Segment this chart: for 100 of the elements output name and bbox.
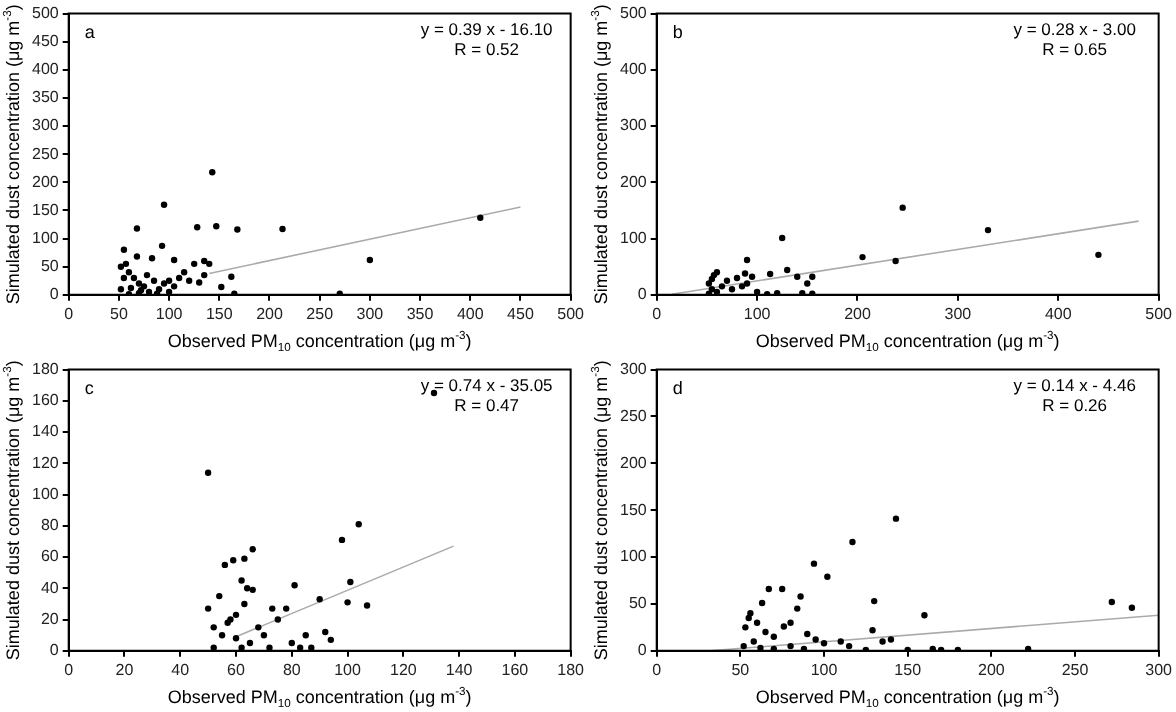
annotation: y = 0.28 x - 3.00 [1013, 18, 1137, 39]
point [291, 581, 298, 589]
y-tick-label: 80 [40, 516, 60, 535]
point [133, 225, 141, 232]
annotation: y = 0.74 x - 35.05 [420, 374, 554, 395]
point [366, 256, 374, 264]
x-tick-label: 450 [507, 304, 535, 323]
x-tick-label: 100 [334, 660, 362, 679]
y-tick-label: 250 [619, 406, 648, 425]
x-tick-label: 250 [306, 304, 335, 323]
y-tick-label: 200 [31, 172, 60, 191]
y-tick-label: 140 [31, 422, 60, 441]
point [209, 169, 216, 176]
y-tick-label: 50 [40, 257, 60, 276]
point [743, 256, 751, 264]
x-tick-label: 160 [501, 660, 530, 679]
point [879, 638, 886, 645]
x-tick-label: 200 [977, 660, 1006, 679]
point [249, 546, 256, 553]
point [753, 288, 761, 295]
point [718, 283, 726, 290]
point [158, 242, 166, 250]
point [869, 626, 876, 634]
point [150, 277, 158, 284]
annotation: R = 0.47 [454, 394, 520, 415]
point [249, 586, 256, 594]
point [929, 645, 936, 651]
y-tick-label: 150 [619, 500, 648, 519]
point [804, 280, 811, 287]
point [355, 521, 362, 528]
y-tick-label: 500 [31, 4, 60, 23]
point [243, 585, 251, 592]
point [723, 277, 731, 284]
point [206, 260, 213, 268]
x-tick-label: 140 [445, 660, 474, 679]
point [216, 592, 223, 600]
point [165, 277, 173, 284]
y-tick-label: 120 [31, 453, 60, 472]
point [780, 623, 788, 630]
x-tick-label: 400 [1044, 304, 1073, 323]
y-tick-label: 300 [619, 360, 648, 379]
point [770, 633, 778, 640]
point [770, 645, 778, 651]
y-tick-label: 250 [31, 144, 60, 163]
point [363, 602, 371, 609]
x-tick-label: 150 [205, 304, 234, 323]
point [728, 285, 736, 293]
y-tick-label: 0 [637, 285, 648, 304]
x-tick-label: 20 [115, 660, 135, 679]
point [778, 234, 786, 242]
point [1128, 604, 1136, 611]
x-tick-label: 120 [389, 660, 418, 679]
point [180, 269, 188, 276]
point [221, 561, 229, 569]
point [820, 640, 828, 647]
annotation: R = 0.26 [1042, 394, 1108, 415]
y-tick-label: 450 [31, 32, 60, 51]
point [238, 577, 245, 584]
point [170, 283, 178, 290]
point [859, 253, 866, 261]
point [705, 280, 713, 287]
point [743, 280, 751, 287]
x-tick-label: 60 [227, 660, 247, 679]
point [984, 226, 992, 234]
point [1024, 645, 1032, 651]
y-tick-label: 160 [31, 391, 60, 410]
point [740, 642, 747, 650]
point [708, 285, 716, 293]
point [742, 624, 749, 631]
point [338, 536, 346, 544]
point [127, 284, 135, 292]
point [274, 616, 282, 623]
point [812, 636, 819, 643]
point [210, 624, 217, 631]
point [809, 273, 816, 280]
point [246, 639, 254, 647]
point [794, 605, 801, 612]
point [283, 605, 290, 612]
annotation: y = 0.39 x - 16.10 [420, 18, 554, 39]
point [175, 274, 183, 282]
y-tick-label: 100 [619, 547, 648, 566]
point [921, 611, 928, 619]
x-tick-label: 50 [109, 304, 129, 323]
x-tick-label: 0 [652, 304, 663, 323]
y-tick-label: 60 [40, 547, 60, 566]
point [824, 573, 831, 580]
point [849, 538, 856, 546]
point [327, 636, 335, 644]
point [804, 630, 811, 638]
x-tick-label: 100 [155, 304, 184, 323]
x-tick-label: 500 [1145, 304, 1174, 323]
point [201, 257, 208, 265]
x-tick-label: 200 [256, 304, 284, 323]
point [148, 255, 156, 262]
point [784, 266, 791, 274]
x-tick-label: 180 [557, 660, 586, 679]
point [143, 271, 151, 279]
point [296, 644, 304, 651]
x-tick-label: 0 [64, 304, 75, 323]
point [165, 288, 173, 295]
